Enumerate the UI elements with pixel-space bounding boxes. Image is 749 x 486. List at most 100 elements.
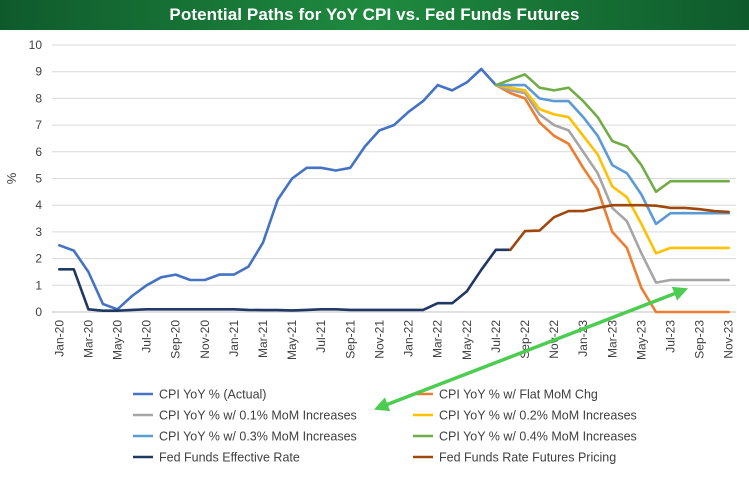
x-tick-label: Jul-22	[489, 320, 503, 353]
data-point	[174, 308, 177, 311]
data-point	[87, 271, 90, 273]
data-point	[465, 81, 468, 84]
series-lines	[58, 67, 730, 314]
data-point	[684, 247, 686, 249]
data-point	[596, 153, 599, 156]
x-tick-label: Mar-21	[256, 320, 270, 358]
data-point	[509, 84, 512, 86]
x-tick-label: Sep-21	[343, 320, 357, 359]
data-point	[611, 140, 614, 142]
data-point	[145, 284, 148, 287]
data-point	[218, 273, 221, 276]
data-point	[611, 164, 614, 167]
data-point	[334, 169, 337, 172]
data-point	[567, 129, 570, 132]
legend-label: Fed Funds Effective Rate	[159, 451, 300, 465]
y-tick-label: 9	[35, 65, 42, 79]
data-point	[131, 295, 133, 297]
data-point	[626, 172, 628, 175]
data-point	[626, 204, 628, 207]
data-point	[684, 212, 686, 215]
x-tick-label: May-20	[110, 320, 124, 360]
data-point	[727, 180, 730, 183]
data-point	[684, 207, 686, 209]
y-tick-label: 8	[35, 91, 42, 105]
data-point	[247, 309, 250, 311]
data-point	[567, 100, 570, 102]
data-point	[582, 166, 585, 169]
x-tick-label: May-22	[460, 320, 474, 360]
x-tick-label: Nov-20	[198, 320, 212, 359]
data-point	[524, 89, 526, 92]
data-point	[538, 108, 541, 110]
y-tick-label: 4	[35, 198, 42, 212]
x-tick-label: Jan-21	[227, 320, 241, 357]
data-point	[582, 134, 585, 137]
data-point	[480, 268, 483, 271]
data-point	[524, 97, 526, 100]
annotation-arrow	[373, 286, 689, 412]
y-tick-label: 10	[29, 38, 43, 52]
data-point	[407, 110, 410, 113]
x-tick-label: May-21	[285, 320, 299, 360]
data-point	[655, 311, 657, 313]
legend-label: CPI YoY % w/ Flat MoM Chg	[439, 388, 598, 402]
x-tick-label: Mar-23	[605, 320, 619, 358]
data-point	[611, 231, 614, 233]
data-point	[422, 100, 424, 102]
data-point	[596, 207, 599, 209]
data-point	[553, 89, 555, 92]
data-point	[626, 196, 628, 199]
data-point	[262, 309, 264, 311]
y-tick-label: 3	[35, 225, 42, 239]
data-point	[72, 249, 75, 252]
data-point	[684, 279, 686, 281]
legend-label: CPI YoY % (Actual)	[159, 388, 266, 402]
data-point	[655, 204, 657, 207]
data-point	[655, 281, 657, 284]
data-point	[393, 124, 395, 126]
chart-title-bar: Potential Paths for YoY CPI vs. Fed Fund…	[0, 0, 749, 30]
data-point	[189, 308, 192, 311]
data-point	[509, 248, 512, 251]
data-point	[713, 279, 716, 281]
data-point	[538, 113, 541, 116]
data-point	[495, 248, 497, 251]
data-point	[582, 210, 585, 213]
data-point	[305, 166, 308, 169]
data-point	[509, 92, 512, 94]
data-point	[291, 177, 293, 180]
series-line-8	[509, 203, 730, 252]
x-tick-label: Jul-20	[140, 320, 154, 353]
data-point	[640, 193, 643, 196]
legend-label: CPI YoY % w/ 0.2% MoM Increases	[439, 409, 637, 423]
data-point	[553, 100, 555, 102]
data-point	[203, 308, 206, 311]
x-tick-label: Jan-22	[402, 320, 416, 357]
data-point	[640, 164, 643, 167]
data-point	[669, 311, 672, 313]
gridlines	[52, 44, 736, 313]
line-chart: 0 1 2 3 4 5 6 7 8 9 10% Jan-20 Mar-20 May-20 Jul-20 Sep…	[4, 38, 736, 465]
x-tick-label: Sep-20	[169, 320, 183, 359]
data-point	[58, 268, 61, 271]
legend-label: CPI YoY % w/ 0.3% MoM Increases	[159, 430, 357, 444]
data-point	[233, 308, 235, 311]
data-point	[626, 220, 628, 223]
series-line-1	[58, 67, 498, 311]
data-point	[640, 223, 643, 225]
data-point	[218, 308, 221, 311]
data-point	[451, 89, 454, 92]
data-point	[684, 180, 686, 183]
data-point	[582, 150, 585, 153]
data-point	[698, 311, 701, 313]
data-point	[436, 302, 439, 305]
data-point	[509, 89, 512, 92]
x-tick-label: Mar-20	[81, 320, 95, 358]
data-point	[713, 247, 716, 249]
data-point	[698, 279, 701, 281]
data-point	[320, 308, 323, 311]
data-point	[145, 308, 148, 311]
data-point	[131, 309, 133, 311]
data-point	[189, 279, 192, 281]
